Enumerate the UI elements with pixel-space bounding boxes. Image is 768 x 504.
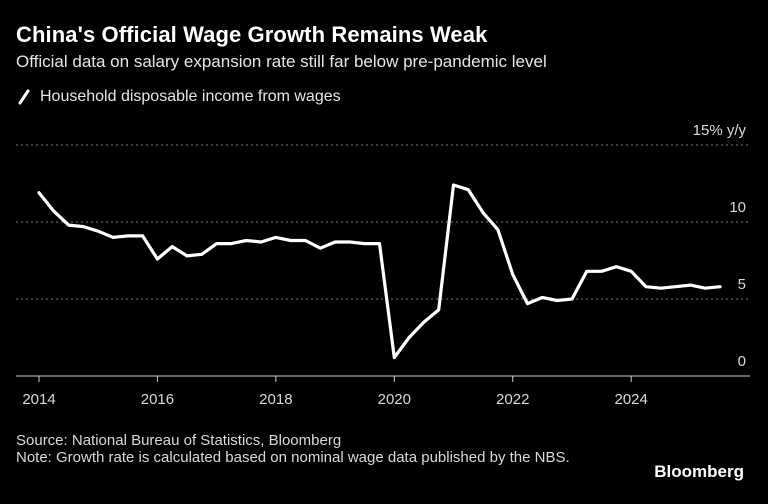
bloomberg-logo: Bloomberg [654,462,744,481]
x-tick-label: 2018 [259,391,292,408]
x-tick-label: 2024 [614,391,647,408]
y-tick-label: 15% y/y [693,122,747,139]
y-tick-label: 0 [738,353,746,370]
chart-title: China's Official Wage Growth Remains Wea… [16,22,488,47]
y-tick-label: 10 [729,199,746,216]
x-tick-label: 2020 [378,391,411,408]
y-tick-label: 5 [738,276,746,293]
chart-subtitle: Official data on salary expansion rate s… [16,52,547,71]
legend: Household disposable income from wages [16,88,341,106]
legend-line-icon [18,89,30,105]
x-tick-label: 2022 [496,391,529,408]
x-tick-label: 2016 [141,391,174,408]
line-chart: 0 5 10 15% y/y 2014 2016 2018 2020 2022 2024 [16,122,750,408]
x-tick-label: 2014 [22,391,55,408]
footer: Source: National Bureau of Statistics, B… [16,432,616,466]
series-line-wages [37,183,722,360]
methodology-note: Note: Growth rate is calculated based on… [16,449,570,466]
legend-label: Household disposable income from wages [40,88,341,105]
source-note: Source: National Bureau of Statistics, B… [16,432,342,449]
